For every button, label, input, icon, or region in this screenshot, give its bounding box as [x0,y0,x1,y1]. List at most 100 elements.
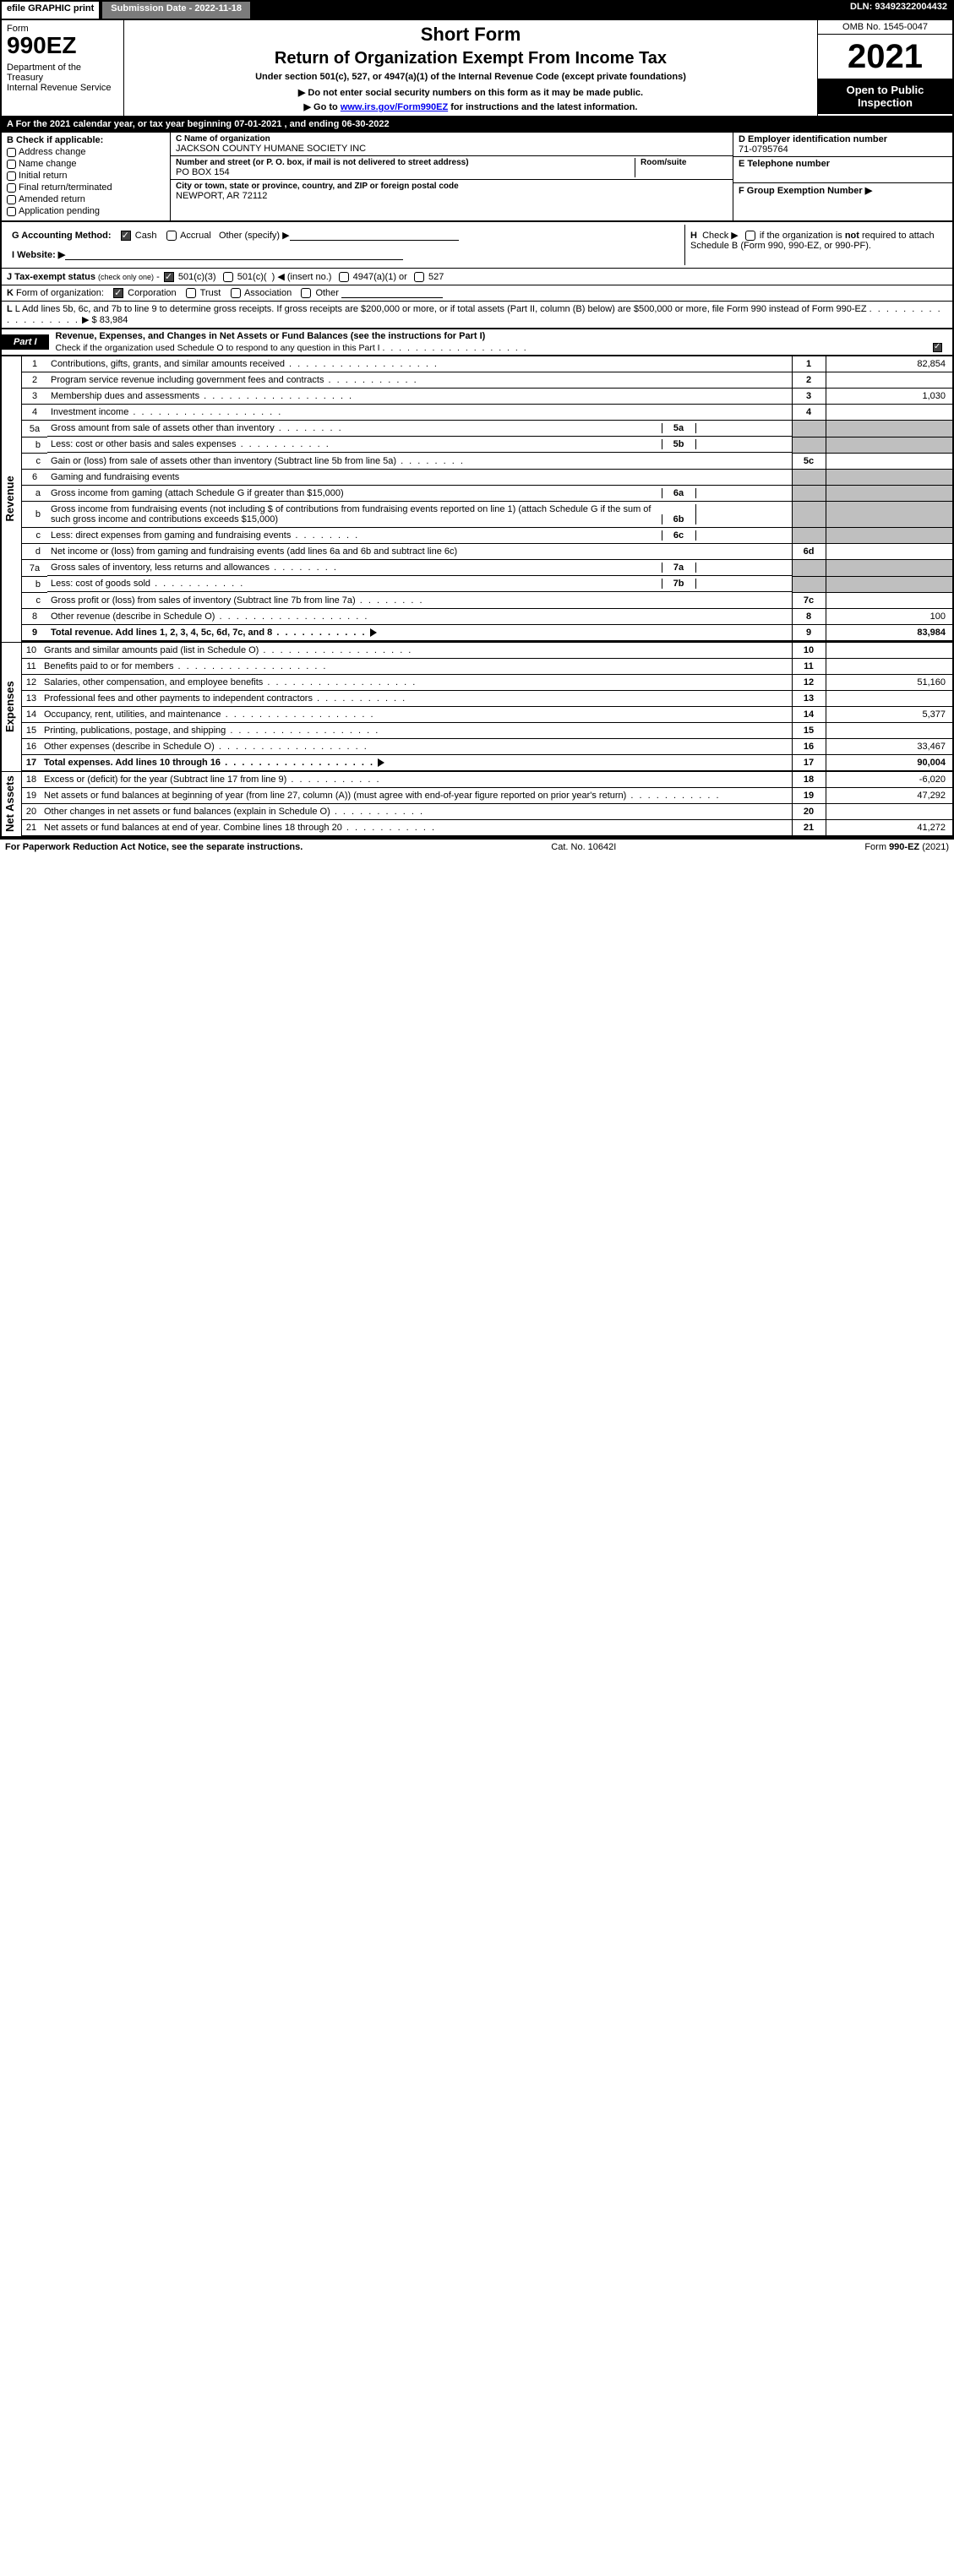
instructions-link-line: ▶ Go to www.irs.gov/Form990EZ for instru… [133,101,809,112]
num-col: 17 [792,754,826,770]
line-num: c [22,528,47,544]
accrual-checkbox-icon[interactable] [166,231,177,241]
line-desc: Total expenses. Add lines 10 through 16 [41,754,792,770]
num-col: 21 [792,819,826,835]
checkbox-icon [7,171,16,181]
num-col: 18 [792,772,826,788]
note2-pre: ▶ Go to [304,102,341,112]
cb-amended-return[interactable]: Amended return [7,194,165,204]
street-row: Number and street (or P. O. box, if mail… [171,156,733,180]
association-checkbox-icon[interactable] [231,288,241,298]
val-col: 90,004 [826,754,952,770]
note2-post: for instructions and the latest informat… [448,102,637,112]
other-org-checkbox-icon[interactable] [301,288,311,298]
cb-application-pending[interactable]: Application pending [7,206,165,216]
cb-label: Final return/terminated [19,182,112,193]
ein-row: D Employer identification number 71-0795… [733,133,952,157]
l-amount: 83,984 [100,315,128,325]
num-col: 8 [792,608,826,624]
501c-checkbox-icon[interactable] [223,272,233,282]
efile-print-label[interactable]: efile GRAPHIC print [0,0,101,20]
ssn-warning: ▶ Do not enter social security numbers o… [133,87,809,98]
line-num: 1 [22,356,47,372]
l-text: L Add lines 5b, 6c, and 7b to line 9 to … [15,304,867,314]
line-num: 4 [22,405,47,421]
501c3-checkbox-icon[interactable] [164,272,174,282]
line-num: 11 [22,658,41,674]
cb-name-change[interactable]: Name change [7,159,165,169]
line-desc: Net assets or fund balances at end of ye… [41,819,792,835]
num-col [792,528,826,544]
org-name: JACKSON COUNTY HUMANE SOCIETY INC [176,144,728,154]
val-col [826,722,952,738]
telephone-row: E Telephone number [733,157,952,183]
line-desc: Other revenue (describe in Schedule O) [47,608,792,624]
line-num: 9 [22,624,47,641]
table-row: 14Occupancy, rent, utilities, and mainte… [22,706,952,722]
table-row: 15Printing, publications, postage, and s… [22,722,952,738]
val-col [826,421,952,437]
cash-checkbox-icon[interactable] [121,231,131,241]
val-col: 51,160 [826,674,952,690]
num-col: 5c [792,453,826,469]
num-col [792,469,826,485]
trust-checkbox-icon[interactable] [186,288,196,298]
cb-initial-return[interactable]: Initial return [7,171,165,181]
table-row: bGross income from fundraising events (n… [22,502,952,528]
l-amount-prefix: ▶ $ [82,315,100,325]
num-col: 16 [792,738,826,754]
org-name-row: C Name of organization JACKSON COUNTY HU… [171,133,733,156]
val-col [826,437,952,453]
val-col [826,405,952,421]
table-row: 3Membership dues and assessments31,030 [22,389,952,405]
val-col [826,576,952,592]
section-b: B Check if applicable: Address change Na… [2,133,171,220]
table-row: 20Other changes in net assets or fund ba… [22,803,952,819]
accrual-label: Accrual [180,231,211,241]
schedule-b-checkbox-icon[interactable] [745,231,755,241]
netassets-side-label: Net Assets [2,772,22,836]
irs-link[interactable]: www.irs.gov/Form990EZ [341,102,448,112]
line-desc: Grants and similar amounts paid (list in… [41,643,792,659]
cash-label: Cash [135,231,157,241]
header-right: OMB No. 1545-0047 2021 Open to Public In… [817,20,952,116]
cb-address-change[interactable]: Address change [7,147,165,157]
group-exemption-label: F Group Exemption Number ▶ [739,185,947,196]
line-desc: Gain or (loss) from sale of assets other… [47,453,792,469]
table-row: 13Professional fees and other payments t… [22,690,952,706]
website-line [65,250,403,260]
telephone-value [739,169,947,181]
num-col [792,560,826,577]
section-a-taxyear: A For the 2021 calendar year, or tax yea… [0,117,954,133]
table-row: 19Net assets or fund balances at beginni… [22,787,952,803]
checkbox-icon [7,195,16,204]
line-num: 21 [22,819,41,835]
line-num: 2 [22,372,47,389]
netassets-section: Net Assets 18Excess or (deficit) for the… [0,771,954,838]
num-col: 20 [792,803,826,819]
line-desc: Excess or (deficit) for the year (Subtra… [41,772,792,788]
corporation-checkbox-icon[interactable] [113,288,123,298]
4947-checkbox-icon[interactable] [339,272,349,282]
g-label: G Accounting Method: [12,231,112,241]
cb-label: Initial return [19,171,67,181]
527-checkbox-icon[interactable] [414,272,424,282]
other-org-line [341,288,443,298]
sub-val [695,579,788,589]
arrow-icon [370,628,377,637]
cb-final-return[interactable]: Final return/terminated [7,182,165,193]
table-row: 18Excess or (deficit) for the year (Subt… [22,772,952,788]
schedule-o-checkbox-icon[interactable] [933,343,942,352]
dots-icon [383,343,528,353]
line-num: 5a [22,421,47,437]
line-num: 12 [22,674,41,690]
line-desc: Gaming and fundraising events [47,469,792,485]
num-col [792,576,826,592]
line-desc: Printing, publications, postage, and shi… [41,722,792,738]
line-desc: Other changes in net assets or fund bala… [41,803,792,819]
sub-val [695,488,788,498]
sub-val [695,562,788,573]
num-col: 19 [792,787,826,803]
table-row: cGain or (loss) from sale of assets othe… [22,453,952,469]
checkbox-icon [7,160,16,169]
